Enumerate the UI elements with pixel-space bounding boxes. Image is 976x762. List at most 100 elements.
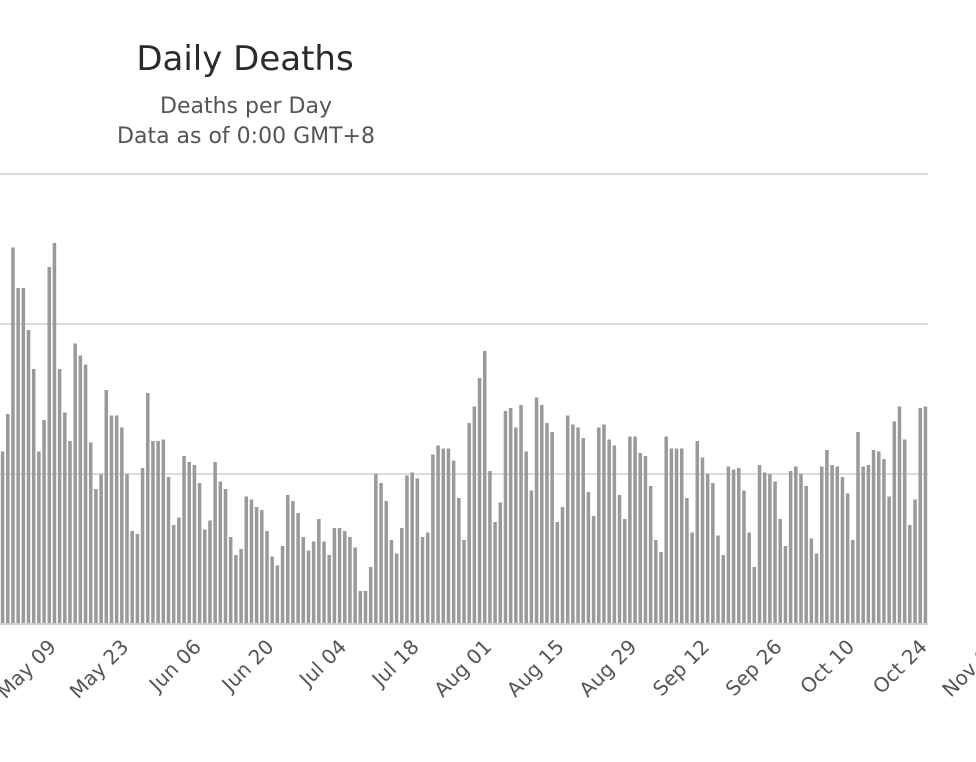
x-tick-label: Nov 07: [937, 635, 976, 702]
bar: [913, 499, 917, 624]
bar: [83, 364, 88, 624]
bar: [11, 247, 15, 624]
bar: [830, 465, 834, 624]
bar: [508, 408, 513, 624]
bar: [757, 465, 762, 624]
bar: [700, 457, 705, 624]
bar: [752, 567, 757, 624]
bar: [135, 534, 140, 624]
bar: [223, 489, 228, 624]
bar: [747, 532, 751, 624]
bar: [63, 412, 67, 624]
x-tick-label: Oct 10: [795, 635, 859, 699]
bar: [337, 528, 342, 624]
bar: [218, 481, 223, 624]
x-tick-label: Jul 18: [366, 635, 424, 693]
bar: [47, 267, 52, 624]
bar: [690, 532, 694, 624]
bar: [120, 427, 124, 624]
bar: [685, 498, 689, 624]
bar: [317, 519, 321, 624]
bar: [275, 565, 280, 624]
bar: [99, 474, 103, 624]
bar: [311, 541, 316, 624]
bar: [498, 502, 503, 624]
bar: [104, 390, 109, 624]
bar: [731, 469, 736, 624]
bar: [648, 486, 653, 624]
bar: [488, 471, 492, 624]
bar: [534, 397, 539, 624]
bar: [923, 406, 928, 624]
bar: [462, 540, 466, 624]
bar: [540, 405, 544, 624]
bar: [457, 498, 461, 624]
bar: [16, 288, 20, 624]
bar: [524, 451, 528, 624]
bar: [192, 465, 197, 624]
bar: [591, 516, 596, 624]
bar: [576, 427, 580, 624]
bar: [664, 436, 668, 624]
bar: [778, 519, 783, 624]
bar: [545, 423, 549, 624]
bar: [410, 472, 414, 624]
bar: [602, 424, 606, 624]
bar: [472, 406, 477, 624]
bars: [0, 243, 928, 624]
bar: [405, 475, 409, 624]
bar: [234, 555, 238, 624]
x-tick-label: Sep 26: [721, 635, 787, 701]
bar: [555, 522, 560, 624]
bar: [467, 423, 471, 624]
bar: [353, 547, 357, 624]
x-tick-label: Jul 04: [293, 635, 351, 693]
bar: [705, 474, 710, 624]
bar: [794, 466, 798, 624]
x-tick-label: Sep 12: [648, 635, 714, 701]
bar: [550, 432, 554, 624]
bar: [420, 537, 425, 624]
bar: [908, 525, 912, 624]
bar: [436, 445, 440, 624]
bar: [6, 414, 10, 624]
bar: [166, 477, 171, 624]
bar: [363, 591, 368, 624]
bar: [322, 541, 326, 624]
x-tick-label: Oct 24: [868, 635, 932, 699]
bar: [213, 462, 217, 624]
bar: [26, 330, 31, 624]
bar: [156, 441, 160, 624]
bar: [21, 288, 26, 624]
chart-subtitle-line-2: Data as of 0:00 GMT+8: [117, 124, 375, 149]
bar: [140, 468, 145, 624]
bar: [394, 553, 399, 624]
bar: [643, 456, 648, 624]
bar: [441, 448, 446, 624]
x-tick-label: May 09: [0, 635, 61, 704]
bar: [503, 411, 508, 624]
bar: [892, 421, 897, 624]
bar: [94, 489, 98, 624]
bar: [711, 483, 715, 624]
bar: [239, 549, 243, 624]
chart-title: Daily Deaths: [136, 39, 353, 79]
bar: [493, 522, 497, 624]
bar: [851, 540, 855, 624]
bar: [586, 492, 591, 624]
bar: [109, 415, 114, 624]
bar: [431, 454, 435, 624]
bar: [622, 519, 627, 624]
bar: [654, 540, 658, 624]
bar: [679, 448, 684, 624]
bar: [726, 466, 731, 624]
bar: [674, 448, 679, 624]
bar: [819, 466, 824, 624]
bar: [617, 495, 622, 624]
x-tick-label: Jun 06: [143, 635, 206, 698]
bar: [581, 438, 586, 624]
bar: [254, 507, 259, 624]
bar: [633, 436, 637, 624]
bar: [571, 424, 575, 624]
